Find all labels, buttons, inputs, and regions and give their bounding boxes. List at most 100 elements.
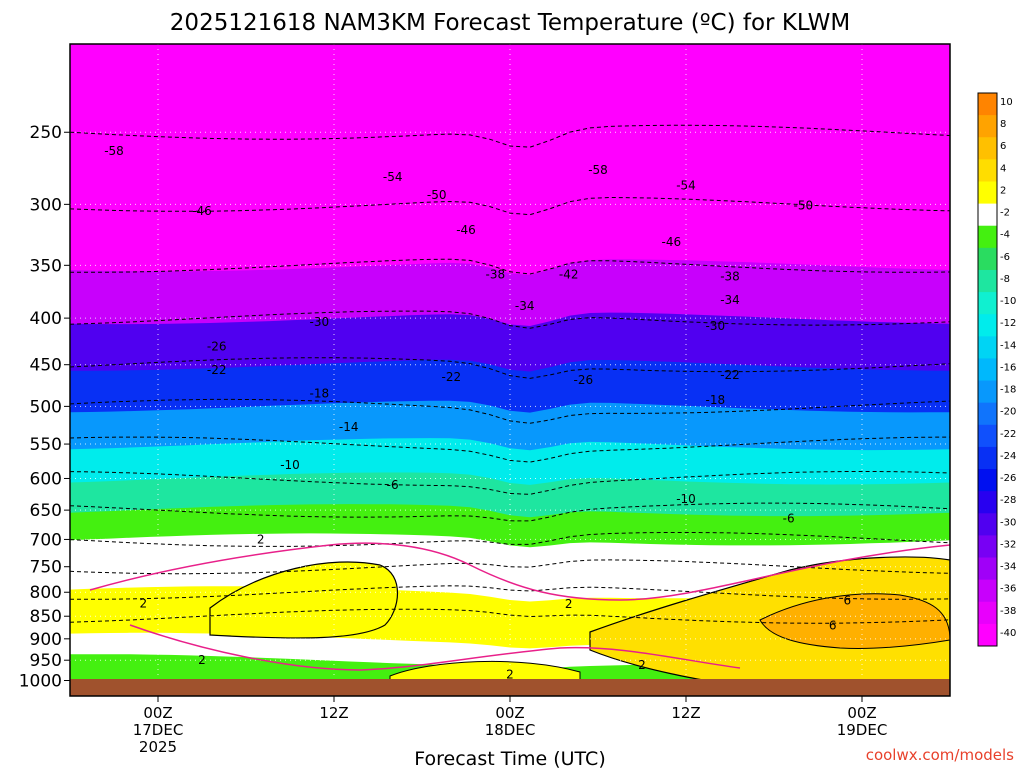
contour-label: -34 [515,299,535,313]
contour-label: 6 [829,618,837,632]
y-tick-label: 950 [30,651,62,671]
x-axis-label: Forecast Time (UTC) [414,748,605,768]
colorbar-swatch [978,203,997,227]
colorbar-swatch [978,380,997,404]
y-tick-label: 850 [30,607,62,627]
colorbar-tick-label: -2 [1000,208,1010,219]
colorbar-swatch [978,181,997,205]
contour-label: -6 [387,478,399,492]
colorbar-tick-label: 10 [1000,97,1013,108]
y-tick-label: 500 [30,397,62,417]
warm-region-left [209,561,399,639]
isotherm-line [70,471,950,495]
contour-label: -34 [720,293,740,307]
colorbar-tick-label: -6 [1000,252,1010,263]
y-tick-label: 350 [30,256,62,276]
colorbar-tick-label: -14 [1000,340,1016,351]
colorbar-swatch [978,336,997,359]
chart-title: 2025121618 NAM3KM Forecast Temperature (… [170,10,850,36]
x-tick-label: 12Z [319,704,348,722]
colorbar-tick-label: -36 [1000,584,1016,595]
temperature-band [70,472,950,519]
colorbar-tick-label: 8 [1000,119,1006,130]
colorbar-swatch [978,402,997,426]
colorbar-tick-label: -20 [1000,407,1016,418]
colorbar-swatch [978,159,997,182]
plot-area: -58 -54 -50 -46 -46 -38 -42 -34 -30 -26 -22 -22 -26 -… [70,44,950,696]
y-tick-label: 650 [30,501,62,521]
colorbar-frame [977,92,998,647]
temperature-band [70,44,950,148]
contour-labels: -58 -54 -50 -46 -46 -38 -42 -34 -30 -26 -22 -22 -26 -… [104,144,852,682]
colorbar-swatch [978,247,997,271]
colorbar-swatch [978,292,997,315]
colorbar-swatch [978,269,997,293]
y-tick-label: 400 [30,309,62,329]
colorbar-swatch [978,93,997,116]
contour-label: -26 [207,340,227,354]
contour-label: -22 [720,368,740,382]
contour-label: -54 [676,178,696,192]
temperature-band [70,198,950,276]
grid [70,44,950,696]
colorbar-tick-label: -24 [1000,451,1016,462]
colorbar-swatch [978,535,997,559]
colorbar-swatch [978,225,997,249]
contour-label: 2 [565,597,573,611]
colorbar-swatch [978,115,997,138]
isotherm-lines [70,124,950,624]
zero-isotherm-lower [129,624,741,671]
contour-label: -14 [339,420,359,434]
x-tick-label: 12Z [671,704,700,722]
y-tick-label: 900 [30,630,62,650]
y-tick-label: 750 [30,558,62,578]
temperature-band [70,126,950,217]
terrain-band [70,679,950,696]
colorbar-swatch [978,491,997,514]
contour-label: -58 [588,163,608,177]
colorbar-tick-label: -22 [1000,429,1016,440]
isotherm-line [70,502,950,522]
contour-label: -18 [706,393,726,407]
temperature-band [70,400,950,452]
colorbar-tick-label: -16 [1000,362,1016,373]
contour-label: -38 [486,267,506,281]
colorbar-tick-label: -12 [1000,318,1016,329]
contour-label: -30 [310,315,330,329]
colorbar-swatch [978,137,997,160]
colorbar-tick-label: -34 [1000,562,1016,573]
contour-label: -46 [662,235,682,249]
contour-label: 2 [257,532,265,546]
y-tick-label: 800 [30,583,62,603]
contour-label: -30 [706,319,726,333]
y-tick-label: 450 [30,356,62,376]
isotherm-line [70,398,950,424]
colorbar-swatch [978,424,997,448]
contour-label: -6 [783,512,795,526]
colorbar-tick-label: -40 [1000,628,1016,639]
warm-pockets [209,556,950,691]
colorbar-tick-label: 4 [1000,163,1006,174]
colorbar-swatch [978,557,997,581]
contour-label: -38 [720,269,740,283]
isotherm-line [70,357,950,379]
x-tick-label: 00Z [847,704,876,722]
colorbar-swatch [978,579,997,603]
x-tick-label: 00Z [143,704,172,722]
y-tick-label: 250 [30,123,62,143]
y-tick-label: 300 [30,195,62,215]
colorbar-swatch [978,513,997,536]
contour-label: 2 [140,596,148,610]
freezing-lines [89,542,950,671]
temperature-band [70,259,950,327]
colorbar-tick-label: 2 [1000,185,1006,196]
credit-text: coolwx.com/models [866,746,1014,764]
colorbar-tick-label: -32 [1000,539,1016,550]
colorbar-swatch [978,446,997,470]
temperature-band [70,504,950,549]
contour-label: -46 [192,204,212,218]
contour-label: 6 [844,594,852,608]
x-tick-label: 00Z [495,704,524,722]
isotherm-line [70,258,950,275]
